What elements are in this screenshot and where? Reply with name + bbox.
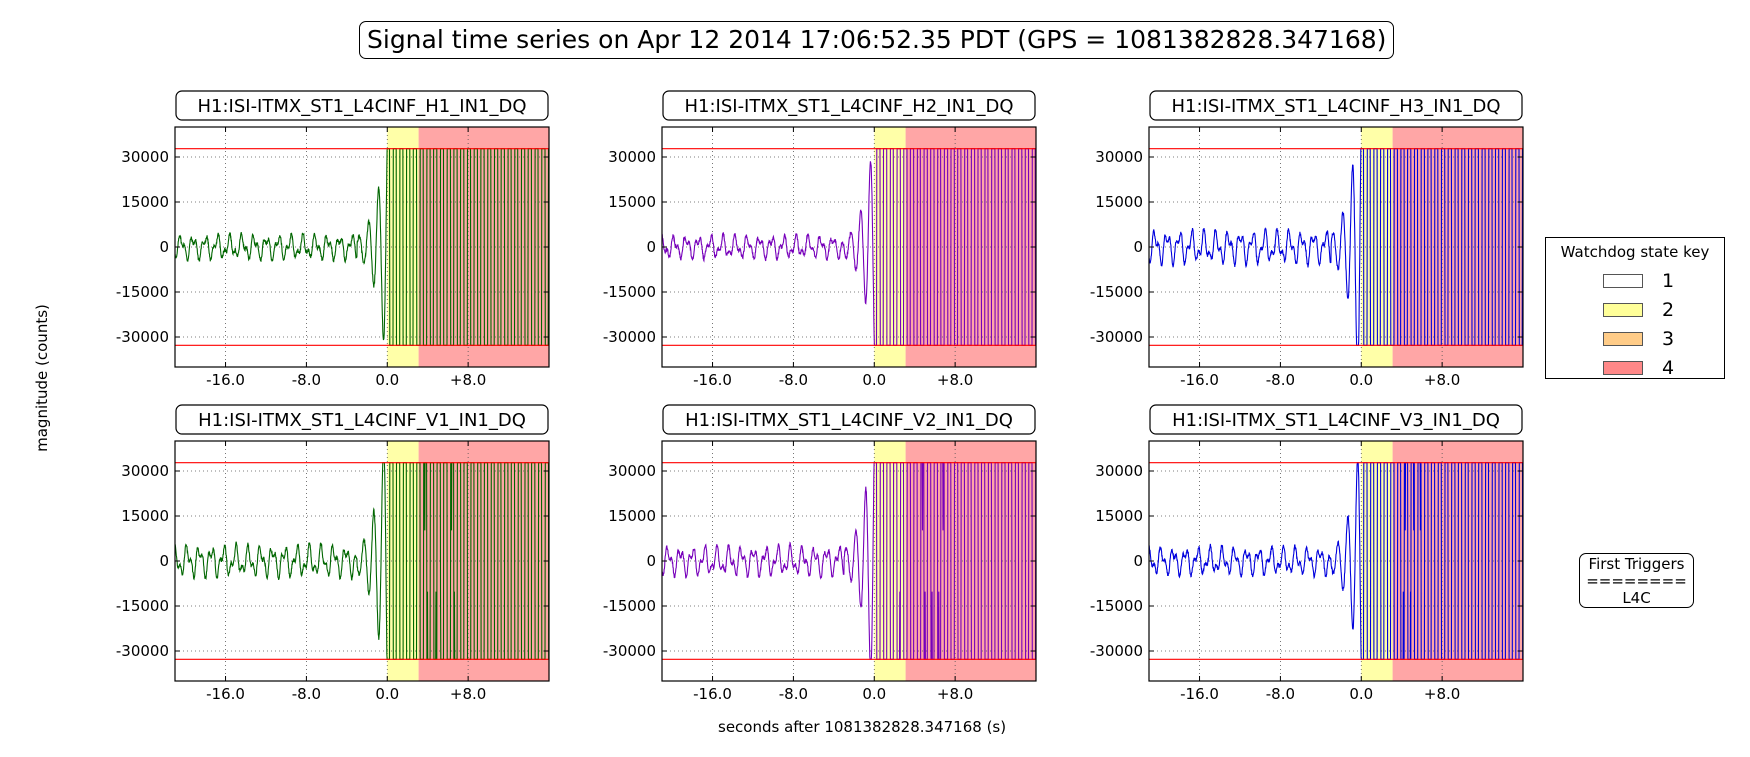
- y-tick-label: -15000: [603, 597, 656, 615]
- panel-2: -16.0 -8.0 0.0 +8.0 30000 15000 0 -15000 -30000 H…: [603, 90, 1037, 389]
- panel-title-box: [175, 90, 549, 121]
- panel-title-box: [1149, 90, 1523, 121]
- y-tick-label: -15000: [116, 283, 169, 301]
- y-tick-label: 0: [1133, 552, 1143, 570]
- legend-label-2: 2: [1662, 299, 1675, 321]
- y-tick-label: -15000: [116, 597, 169, 615]
- x-tick-label: -16.0: [206, 371, 245, 389]
- first-triggers-value: L4C: [1622, 589, 1651, 607]
- y-tick-label: 0: [159, 238, 169, 256]
- x-tick-label: -16.0: [1180, 371, 1219, 389]
- y-tick-label: -30000: [116, 642, 169, 660]
- y-tick-label: 30000: [1095, 462, 1143, 480]
- x-tick-label: +8.0: [937, 685, 973, 703]
- legend-label-4: 4: [1662, 357, 1675, 379]
- x-tick-label: -8.0: [1266, 371, 1295, 389]
- x-tick-label: -16.0: [206, 685, 245, 703]
- y-tick-label: 30000: [1095, 148, 1143, 166]
- x-tick-label: -8.0: [1266, 685, 1295, 703]
- y-tick-label: 30000: [121, 462, 169, 480]
- y-tick-label: -30000: [1090, 328, 1143, 346]
- first-triggers-title: First Triggers: [1588, 555, 1685, 573]
- x-axis-label: seconds after 1081382828.347168 (s): [718, 718, 1007, 736]
- y-tick-label: 15000: [121, 193, 169, 211]
- x-tick-label: -8.0: [779, 685, 808, 703]
- panel-4: -16.0 -8.0 0.0 +8.0 30000 15000 0 -15000 -30000 H…: [116, 404, 550, 703]
- legend-swatch-2: [1603, 303, 1643, 317]
- x-tick-label: +8.0: [450, 685, 486, 703]
- panel-title: H1:ISI-ITMX_ST1_L4CINF_H1_IN1_DQ: [197, 96, 526, 117]
- x-tick-label: -16.0: [693, 685, 732, 703]
- y-tick-label: 15000: [1095, 507, 1143, 525]
- x-tick-label: 0.0: [1349, 685, 1373, 703]
- y-tick-label: -30000: [603, 328, 656, 346]
- panel-1: -16.0 -8.0 0.0 +8.0 30000 15000 0 -15000 -30000 H…: [116, 90, 550, 389]
- legend-label-1: 1: [1662, 270, 1675, 292]
- legend-swatch-1: [1603, 274, 1643, 288]
- y-axis-label: magnitude (counts): [33, 304, 51, 452]
- panel-6: -16.0 -8.0 0.0 +8.0 30000 15000 0 -15000 -30000 H…: [1090, 404, 1524, 703]
- y-tick-label: -30000: [1090, 642, 1143, 660]
- x-tick-label: 0.0: [375, 685, 399, 703]
- x-tick-label: -8.0: [292, 371, 321, 389]
- y-tick-label: 15000: [608, 507, 656, 525]
- panel-title-box: [175, 404, 549, 435]
- panel-title: H1:ISI-ITMX_ST1_L4CINF_H3_IN1_DQ: [1171, 96, 1500, 117]
- legend-title: Watchdog state key: [1560, 243, 1710, 261]
- watchdog-legend: Watchdog state key 1 2 3 4: [1545, 237, 1725, 379]
- panel-3: -16.0 -8.0 0.0 +8.0 30000 15000 0 -15000 -30000 H…: [1090, 90, 1524, 389]
- y-tick-label: 30000: [608, 462, 656, 480]
- legend-item-1: 1: [1546, 270, 1724, 292]
- x-tick-label: +8.0: [1424, 371, 1460, 389]
- panel-title-box: [662, 90, 1036, 121]
- x-tick-label: -8.0: [779, 371, 808, 389]
- first-triggers-separator: ========: [1586, 572, 1687, 590]
- y-tick-label: 30000: [608, 148, 656, 166]
- y-tick-label: -30000: [116, 328, 169, 346]
- x-tick-label: -16.0: [1180, 685, 1219, 703]
- y-tick-label: 0: [646, 238, 656, 256]
- legend-swatch-3: [1603, 332, 1643, 346]
- panel-title: H1:ISI-ITMX_ST1_L4CINF_V3_IN1_DQ: [1172, 410, 1500, 431]
- y-tick-label: 0: [646, 552, 656, 570]
- legend-item-4: 4: [1546, 357, 1724, 379]
- y-tick-label: -15000: [603, 283, 656, 301]
- panel-title-box: [1149, 404, 1523, 435]
- legend-item-2: 2: [1546, 299, 1724, 321]
- y-tick-label: 15000: [121, 507, 169, 525]
- x-tick-label: 0.0: [375, 371, 399, 389]
- y-tick-label: 0: [1133, 238, 1143, 256]
- x-tick-label: +8.0: [937, 371, 973, 389]
- x-tick-label: -8.0: [292, 685, 321, 703]
- y-tick-label: 15000: [608, 193, 656, 211]
- x-tick-label: +8.0: [1424, 685, 1460, 703]
- first-triggers-box: First Triggers ======== L4C: [1579, 553, 1694, 608]
- panel-5: -16.0 -8.0 0.0 +8.0 30000 15000 0 -15000 -30000 H…: [603, 404, 1037, 703]
- panel-title-box: [662, 404, 1036, 435]
- legend-label-3: 3: [1662, 328, 1675, 350]
- x-tick-label: 0.0: [862, 685, 886, 703]
- panel-title: H1:ISI-ITMX_ST1_L4CINF_V1_IN1_DQ: [198, 410, 526, 431]
- legend-item-3: 3: [1546, 328, 1724, 350]
- y-tick-label: -15000: [1090, 283, 1143, 301]
- x-tick-label: 0.0: [1349, 371, 1373, 389]
- y-tick-label: 15000: [1095, 193, 1143, 211]
- y-tick-label: 0: [159, 552, 169, 570]
- y-tick-label: -15000: [1090, 597, 1143, 615]
- x-tick-label: 0.0: [862, 371, 886, 389]
- x-tick-label: +8.0: [450, 371, 486, 389]
- legend-swatch-4: [1603, 361, 1643, 375]
- x-tick-label: -16.0: [693, 371, 732, 389]
- figure-title: Signal time series on Apr 12 2014 17:06:…: [359, 21, 1395, 59]
- y-tick-label: 30000: [121, 148, 169, 166]
- panel-title: H1:ISI-ITMX_ST1_L4CINF_V2_IN1_DQ: [685, 410, 1013, 431]
- panel-title: H1:ISI-ITMX_ST1_L4CINF_H2_IN1_DQ: [684, 96, 1013, 117]
- y-tick-label: -30000: [603, 642, 656, 660]
